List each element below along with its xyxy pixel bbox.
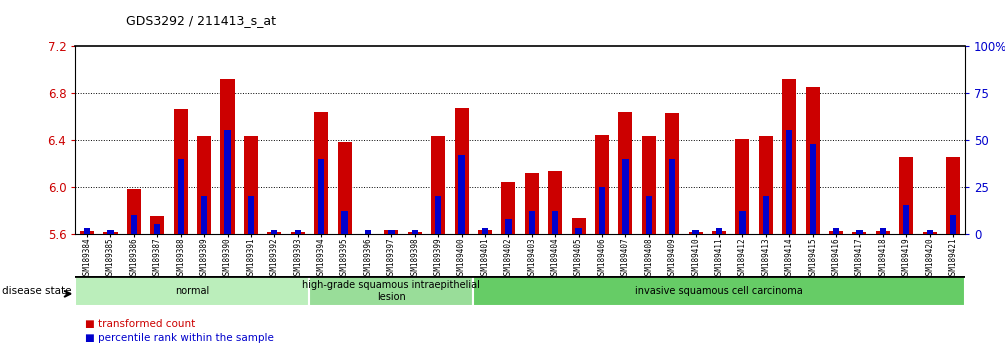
Bar [478, 230, 492, 234]
Bar [131, 215, 137, 234]
Bar [431, 136, 445, 234]
Text: ■ percentile rank within the sample: ■ percentile rank within the sample [85, 333, 274, 343]
Bar [220, 79, 234, 234]
Bar [388, 230, 395, 234]
Bar [473, 276, 965, 306]
Bar [829, 231, 843, 234]
Bar [852, 233, 866, 234]
Text: GDS3292 / 211413_s_at: GDS3292 / 211413_s_at [126, 14, 275, 27]
Text: high-grade squamous intraepithelial
lesion: high-grade squamous intraepithelial lesi… [303, 280, 480, 302]
Bar [201, 196, 207, 234]
Bar [154, 224, 161, 234]
Bar [712, 231, 726, 234]
Bar [178, 159, 184, 234]
Bar [833, 228, 839, 234]
Bar [435, 196, 441, 234]
Bar [310, 276, 473, 306]
Bar [80, 231, 94, 234]
Bar [899, 158, 914, 234]
Bar [946, 158, 960, 234]
Bar [595, 135, 609, 234]
Bar [618, 112, 632, 234]
Bar [481, 228, 488, 234]
Bar [84, 228, 90, 234]
Bar [294, 230, 300, 234]
Text: ■ transformed count: ■ transformed count [85, 319, 196, 329]
Bar [782, 79, 796, 234]
Bar [665, 113, 679, 234]
Bar [501, 182, 516, 234]
Bar [454, 108, 468, 234]
Bar [692, 230, 698, 234]
Bar [529, 211, 535, 234]
Bar [267, 233, 281, 234]
Bar [809, 144, 816, 234]
Bar [740, 211, 746, 234]
Bar [879, 228, 886, 234]
Bar [108, 230, 114, 234]
Bar [903, 205, 910, 234]
Bar [525, 173, 539, 234]
Bar [224, 131, 231, 234]
Bar [736, 139, 750, 234]
Text: invasive squamous cell carcinoma: invasive squamous cell carcinoma [635, 286, 803, 296]
Bar [338, 142, 352, 234]
Bar [669, 159, 675, 234]
Bar [548, 171, 562, 234]
Bar [688, 233, 702, 234]
Bar [408, 233, 422, 234]
Bar [315, 112, 329, 234]
Bar [927, 230, 933, 234]
Bar [174, 109, 188, 234]
Bar [342, 211, 348, 234]
Bar [151, 216, 165, 234]
Bar [412, 230, 418, 234]
Bar [244, 136, 258, 234]
Bar [365, 230, 371, 234]
Bar [75, 276, 310, 306]
Bar [127, 189, 141, 234]
Bar [642, 136, 656, 234]
Bar [290, 233, 305, 234]
Bar [271, 230, 277, 234]
Bar [506, 219, 512, 234]
Bar [552, 211, 559, 234]
Bar [572, 218, 586, 234]
Bar [318, 159, 325, 234]
Bar [759, 136, 773, 234]
Bar [576, 228, 582, 234]
Bar [248, 196, 254, 234]
Bar [458, 155, 464, 234]
Text: disease state: disease state [2, 286, 71, 296]
Bar [856, 230, 862, 234]
Bar [876, 231, 889, 234]
Bar [104, 233, 118, 234]
Text: normal: normal [175, 286, 209, 296]
Bar [384, 230, 398, 234]
Bar [622, 159, 628, 234]
Bar [197, 136, 211, 234]
Bar [763, 196, 769, 234]
Bar [923, 233, 937, 234]
Bar [361, 234, 375, 237]
Bar [786, 131, 792, 234]
Bar [645, 196, 652, 234]
Bar [716, 228, 723, 234]
Bar [806, 87, 820, 234]
Bar [950, 215, 956, 234]
Bar [599, 187, 605, 234]
